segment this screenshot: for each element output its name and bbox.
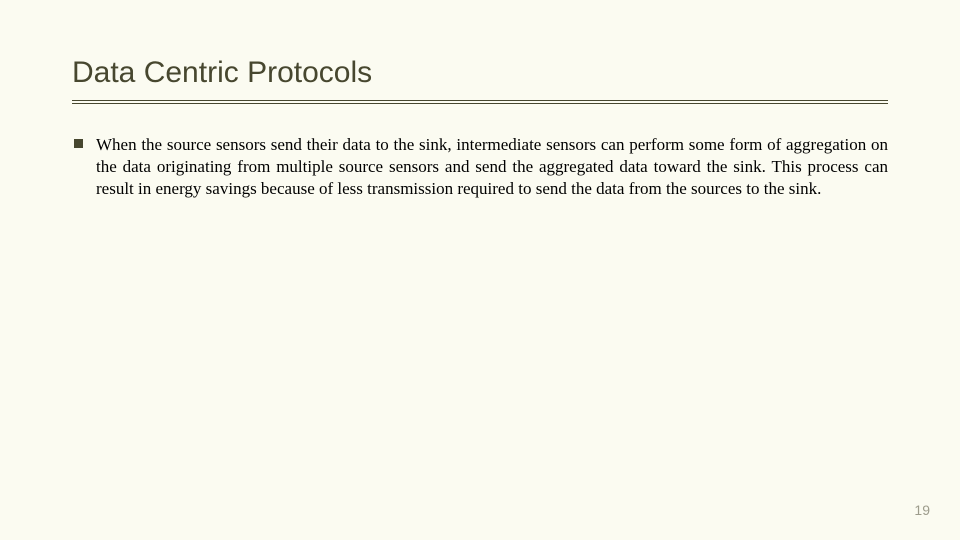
slide-body: When the source sensors send their data … [72,134,888,199]
slide: Data Centric Protocols When the source s… [0,0,960,540]
slide-title: Data Centric Protocols [72,56,888,104]
page-number: 19 [914,502,930,518]
body-paragraph: When the source sensors send their data … [96,134,888,199]
square-bullet-icon [74,139,83,148]
